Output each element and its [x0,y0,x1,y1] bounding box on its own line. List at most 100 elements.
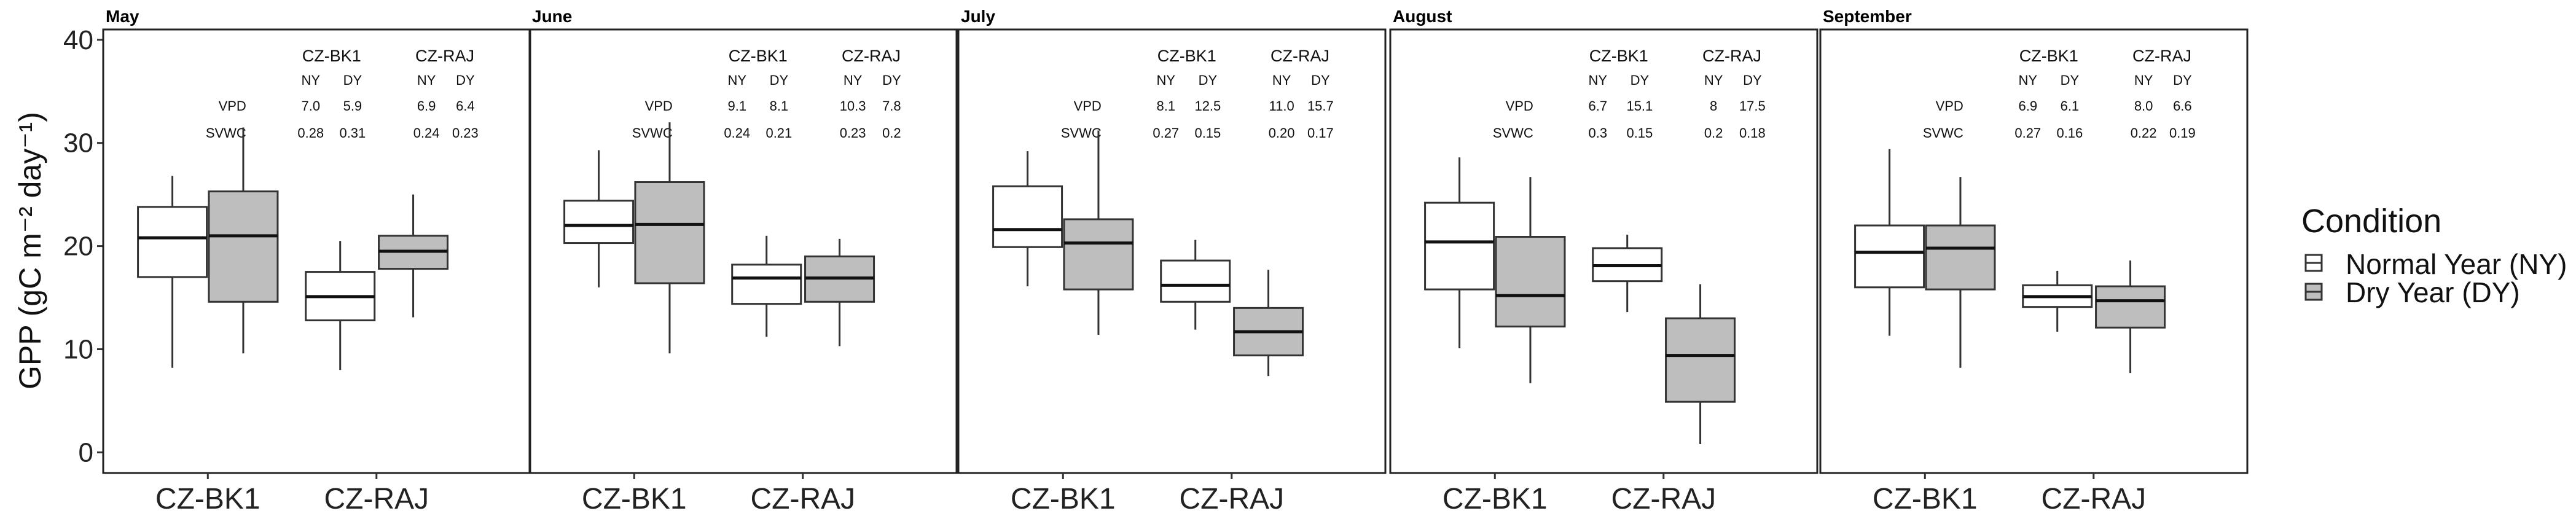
table-row-label: VPD [219,98,246,114]
table-site-header: CZ-RAJ [1270,47,1329,65]
box-cz-raj-dy [804,238,875,346]
table-cell: 6.1 [2061,98,2080,114]
table-site-header: CZ-RAJ [1702,47,1761,65]
box-cz-raj-dy [1233,270,1304,377]
box-cz-raj-ny [731,235,802,337]
table-condition-header: DY [1311,72,1330,88]
x-tick-label: CZ-BK1 [582,483,687,515]
table-cell: 0.23 [452,125,479,141]
panel-september: September CZ-BK1 CZ-RAJ NY DY NY DY VPD 6.9 6.1 8.… [1819,7,2249,515]
legend-title: Condition [2301,203,2441,240]
box-cz-raj-dy [2095,260,2166,373]
table-cell: 12.5 [1194,98,1221,114]
box-cz-raj-dy [1665,284,1736,444]
panel-month-label: September [1823,7,1912,26]
table-cell: 0.15 [1626,125,1653,141]
table-cell: 0.24 [413,125,440,141]
table-site-header: CZ-BK1 [729,47,788,65]
table-cell: 6.6 [2173,98,2192,114]
table-cell: 0.2 [1704,125,1723,141]
table-site-header: CZ-RAJ [415,47,474,65]
box-iqr [208,190,279,303]
box-cz-raj-ny [1160,240,1231,330]
x-tick-label: CZ-RAJ [1179,483,1284,515]
panel-month-label: August [1393,7,1452,26]
table-condition-header: DY [2173,72,2192,88]
box-iqr [731,264,802,305]
table-cell: 0.2 [882,125,901,141]
table-condition-header: DY [1743,72,1762,88]
box-cz-bk1-ny [992,151,1063,287]
table-site-header: CZ-BK1 [302,47,361,65]
table-site-header: CZ-BK1 [1589,47,1648,65]
x-tick-label: CZ-BK1 [1873,483,1978,515]
legend-label-dry-year: Dry Year (DY) [2346,276,2520,308]
x-tick-label: CZ-BK1 [1011,483,1116,515]
box-iqr [992,185,1063,248]
table-row-label: SVWC [206,125,246,141]
panel-month-label: June [532,7,572,26]
table-cell: 0.27 [1153,125,1179,141]
box-iqr [1424,201,1495,291]
box-cz-bk1-dy [1925,177,1996,368]
box-cz-bk1-dy [1063,130,1134,335]
table-site-header: CZ-BK1 [2019,47,2078,65]
table-row-label: SVWC [1493,125,1533,141]
table-cell: 0.20 [1269,125,1295,141]
box-cz-bk1-dy [208,127,279,354]
panel-may: May CZ-BK1 CZ-RAJ NY DY NY DY VPD 7.0 5.9 6.9 6.4 SV… [102,7,531,515]
table-cell: 17.5 [1739,98,1766,114]
table-cell: 10.3 [840,98,866,114]
month-panels: May CZ-BK1 CZ-RAJ NY DY NY DY VPD 7.0 5.9 6.9 6.4 SV… [102,7,2249,515]
table-condition-header: DY [1631,72,1650,88]
panel-frame [528,28,958,474]
y-axis-title: GPP (gC m⁻² day⁻¹) [13,112,47,389]
box-cz-raj-ny [305,241,376,370]
table-cell: 8 [1710,98,1717,114]
table-row-label: VPD [1506,98,1533,114]
box-cz-bk1-ny [563,150,635,287]
table-condition-header: DY [770,72,789,88]
x-tick-label: CZ-BK1 [155,483,260,515]
box-cz-bk1-dy [634,122,705,354]
table-cell: 6.9 [2018,98,2037,114]
box-cz-raj-ny [2022,270,2093,332]
table-site-header: CZ-RAJ [842,47,901,65]
table-cell: 0.23 [840,125,866,141]
table-condition-header: DY [456,72,475,88]
box-iqr [1063,218,1134,291]
table-cell: 15.1 [1626,98,1653,114]
panel-frame [1819,28,2249,474]
table-condition-header: NY [417,72,436,88]
box-iqr [137,206,208,278]
table-condition-header: DY [343,72,362,88]
table-cell: 0.16 [2056,125,2083,141]
panel-month-label: May [106,7,139,26]
table-cell: 8.1 [770,98,789,114]
table-condition-header: NY [2134,72,2153,88]
box-iqr [563,200,635,244]
panel-month-label: July [961,7,995,26]
table-cell: 0.15 [1194,125,1221,141]
table-cell: 0.18 [1739,125,1766,141]
box-iqr [1160,259,1231,303]
table-cell: 9.1 [727,98,746,114]
legend-label-normal-year: Normal Year (NY) [2346,248,2567,280]
table-row-label: VPD [1936,98,1963,114]
box-cz-bk1-dy [1495,177,1566,383]
table-cell: 6.9 [417,98,436,114]
box-cz-raj-dy [378,194,449,318]
table-cell: 0.24 [724,125,750,141]
panel-frame [1389,28,1818,474]
table-condition-header: NY [301,72,320,88]
x-tick-label: CZ-BK1 [1443,483,1548,515]
table-condition-header: DY [2061,72,2080,88]
table-condition-header: NY [727,72,746,88]
panel-frame [957,28,1387,474]
box-cz-bk1-ny [137,176,208,368]
table-row-label: SVWC [1923,125,1963,141]
box-cz-bk1-ny [1854,149,1925,336]
x-tick-label: CZ-RAJ [324,483,429,515]
y-tick-label: 10 [63,335,93,365]
y-tick-label: 30 [63,128,93,158]
